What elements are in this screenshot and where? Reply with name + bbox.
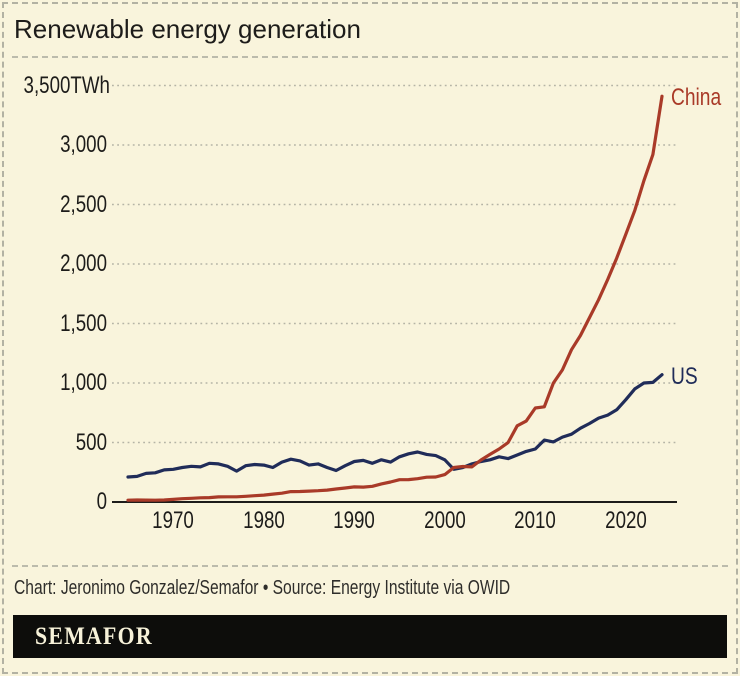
page-title: Renewable energy generation	[14, 14, 361, 44]
x-tick-label: 1970	[152, 507, 195, 534]
y-tick-label: 500	[75, 428, 107, 456]
us-line	[126, 373, 664, 479]
semafor-logo: SEMAFOR	[35, 623, 153, 650]
x-tick-label: 2000	[423, 507, 466, 534]
x-tick-label: 1990	[333, 507, 376, 534]
title-separator	[12, 56, 728, 58]
y-tick-label: 0	[96, 488, 107, 515]
series-label-us: US	[671, 362, 698, 390]
x-tick-label: 2010	[514, 507, 557, 534]
credit-line: Chart: Jeronimo Gonzalez/Semafor • Sourc…	[14, 577, 511, 599]
y-tick-label: 2,000	[60, 250, 107, 277]
y-tick-label: 1,000	[60, 369, 107, 396]
x-tick-label: 2020	[604, 507, 647, 534]
series-label-china: China	[671, 84, 722, 112]
y-tick-label: 3,500TWh	[23, 71, 110, 99]
y-tick-label: 1,500	[60, 309, 107, 337]
china-line	[126, 94, 664, 502]
y-tick-label: 2,500	[60, 190, 107, 218]
x-tick-label: 1980	[242, 507, 285, 534]
y-tick-label: 3,000	[60, 131, 107, 158]
logo-bar: SEMAFOR	[13, 615, 727, 658]
footer-separator	[12, 565, 728, 567]
